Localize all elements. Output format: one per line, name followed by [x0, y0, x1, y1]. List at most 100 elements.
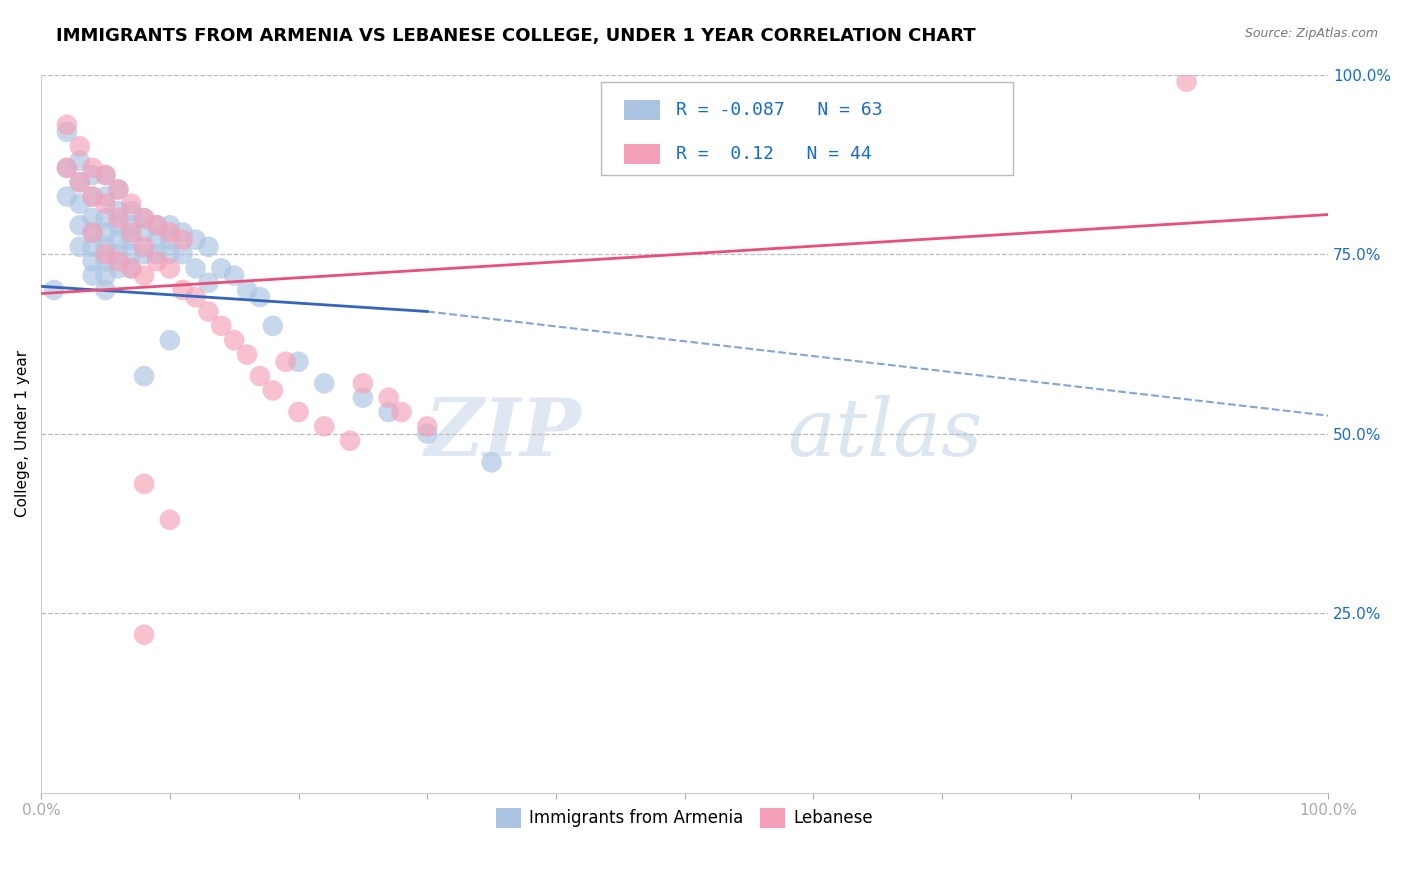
- Y-axis label: College, Under 1 year: College, Under 1 year: [15, 350, 30, 517]
- Legend: Immigrants from Armenia, Lebanese: Immigrants from Armenia, Lebanese: [489, 801, 880, 835]
- Point: [184, 261, 207, 276]
- Point: [146, 247, 169, 261]
- Point: [159, 247, 181, 261]
- Text: R =  0.12   N = 44: R = 0.12 N = 44: [676, 145, 872, 163]
- Point: [236, 348, 259, 362]
- Point: [120, 261, 142, 276]
- Point: [82, 268, 104, 283]
- Point: [82, 189, 104, 203]
- Point: [69, 153, 91, 168]
- Point: [132, 268, 155, 283]
- Point: [159, 261, 181, 276]
- Point: [56, 118, 79, 132]
- Point: [314, 419, 336, 434]
- Point: [107, 204, 129, 219]
- Text: atlas: atlas: [787, 395, 983, 473]
- Point: [274, 355, 297, 369]
- Point: [416, 426, 439, 441]
- Point: [184, 290, 207, 304]
- Point: [146, 219, 169, 233]
- Point: [56, 161, 79, 175]
- Point: [1175, 75, 1198, 89]
- Point: [82, 226, 104, 240]
- Point: [262, 384, 284, 398]
- Point: [146, 219, 169, 233]
- Point: [107, 233, 129, 247]
- Point: [107, 219, 129, 233]
- Point: [56, 125, 79, 139]
- Text: IMMIGRANTS FROM ARMENIA VS LEBANESE COLLEGE, UNDER 1 YEAR CORRELATION CHART: IMMIGRANTS FROM ARMENIA VS LEBANESE COLL…: [56, 27, 976, 45]
- Point: [120, 261, 142, 276]
- Point: [107, 254, 129, 268]
- Bar: [624, 145, 661, 164]
- Point: [172, 283, 194, 297]
- Point: [82, 240, 104, 254]
- Point: [120, 219, 142, 233]
- Point: [69, 219, 91, 233]
- Point: [69, 175, 91, 189]
- Point: [120, 204, 142, 219]
- Point: [146, 233, 169, 247]
- Point: [287, 405, 309, 419]
- Point: [82, 226, 104, 240]
- Point: [69, 240, 91, 254]
- Point: [314, 376, 336, 391]
- Point: [82, 254, 104, 268]
- Point: [132, 247, 155, 261]
- Point: [132, 211, 155, 226]
- Text: Source: ZipAtlas.com: Source: ZipAtlas.com: [1244, 27, 1378, 40]
- Bar: [624, 101, 661, 120]
- Point: [249, 290, 271, 304]
- Point: [94, 247, 117, 261]
- Point: [132, 226, 155, 240]
- Point: [94, 168, 117, 182]
- Point: [197, 240, 219, 254]
- Point: [69, 139, 91, 153]
- Point: [249, 369, 271, 384]
- Point: [416, 419, 439, 434]
- Point: [132, 369, 155, 384]
- Point: [262, 318, 284, 333]
- Point: [56, 161, 79, 175]
- Point: [209, 318, 232, 333]
- Point: [42, 283, 65, 297]
- Point: [94, 283, 117, 297]
- Point: [159, 219, 181, 233]
- Point: [236, 283, 259, 297]
- Point: [159, 333, 181, 347]
- Point: [224, 268, 246, 283]
- Point: [120, 226, 142, 240]
- Point: [94, 168, 117, 182]
- Point: [184, 233, 207, 247]
- Point: [481, 455, 503, 469]
- Point: [120, 247, 142, 261]
- Text: R = -0.087   N = 63: R = -0.087 N = 63: [676, 102, 882, 120]
- Point: [94, 196, 117, 211]
- Point: [120, 196, 142, 211]
- Point: [197, 304, 219, 318]
- Point: [69, 196, 91, 211]
- Point: [209, 261, 232, 276]
- Point: [94, 226, 117, 240]
- Point: [94, 254, 117, 268]
- Point: [132, 476, 155, 491]
- Point: [172, 226, 194, 240]
- Point: [172, 233, 194, 247]
- FancyBboxPatch shape: [600, 82, 1012, 175]
- Point: [352, 376, 374, 391]
- Point: [69, 175, 91, 189]
- Point: [159, 226, 181, 240]
- Point: [82, 161, 104, 175]
- Point: [94, 189, 117, 203]
- Point: [132, 628, 155, 642]
- Point: [107, 247, 129, 261]
- Point: [107, 182, 129, 196]
- Point: [94, 240, 117, 254]
- Point: [287, 355, 309, 369]
- Point: [377, 391, 399, 405]
- Point: [107, 261, 129, 276]
- Point: [82, 168, 104, 182]
- Point: [352, 391, 374, 405]
- Point: [82, 189, 104, 203]
- Point: [132, 211, 155, 226]
